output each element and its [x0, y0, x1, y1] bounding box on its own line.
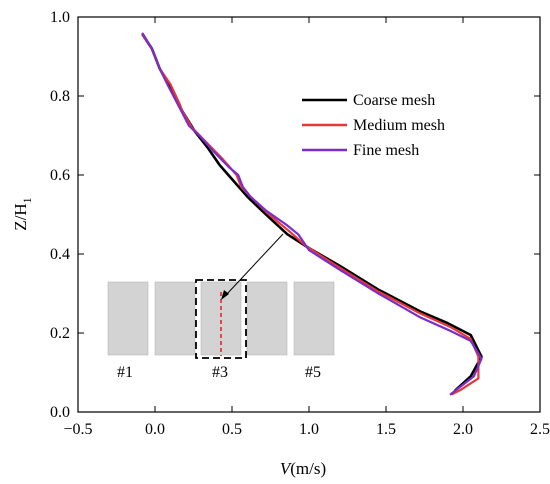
- y-tick-label: 0.6: [50, 167, 70, 184]
- series-line: [141, 32, 483, 396]
- y-axis-variable: Z/H: [11, 203, 30, 230]
- x-tick-label: 0.5: [222, 421, 242, 438]
- y-tick-label: 0.4: [50, 246, 70, 263]
- inset-label: #5: [305, 364, 321, 381]
- x-tick-label: −0.5: [63, 421, 92, 438]
- inset-highlight-box: [195, 279, 247, 359]
- inset-block: [246, 281, 288, 356]
- x-axis-unit: (m/s): [290, 459, 326, 478]
- x-axis-variable: V: [280, 459, 293, 478]
- legend-label: Medium mesh: [353, 117, 445, 134]
- x-tick-label: 1.0: [299, 421, 319, 438]
- x-tick-label: 0.0: [145, 421, 165, 438]
- inset-block: [107, 281, 149, 356]
- y-axis-subscript: 1: [20, 197, 34, 203]
- inset-label: #1: [117, 364, 133, 381]
- y-axis-label: Z/H1: [11, 197, 34, 230]
- x-axis-label: V(m/s): [280, 459, 326, 478]
- inset-arrow-line: [225, 233, 284, 296]
- inset-block: [154, 281, 196, 356]
- y-tick-label: 0.0: [50, 404, 70, 421]
- inset-diagram: #1 #3 #5: [107, 233, 335, 381]
- x-tick-label: 1.5: [376, 421, 396, 438]
- x-tick-label: 2.0: [453, 421, 473, 438]
- legend-label: Coarse mesh: [353, 92, 435, 109]
- inset-arrow-head: [221, 290, 229, 300]
- legend-label: Fine mesh: [353, 142, 419, 159]
- inset-label: #3: [212, 364, 228, 381]
- legend: Coarse mesh Medium mesh Fine mesh: [302, 92, 445, 159]
- x-tick-label: 2.5: [530, 421, 550, 438]
- series-layer: [141, 32, 483, 396]
- y-tick-label: 0.2: [50, 325, 70, 342]
- y-tick-label: 0.8: [50, 88, 70, 105]
- y-tick-label: 1.0: [50, 9, 70, 26]
- inset-block: [293, 281, 335, 356]
- tick-layer: −0.5 0.0 0.5 1.0 1.5 2.0 2.50.00.20.40.60.81.0: [50, 9, 550, 438]
